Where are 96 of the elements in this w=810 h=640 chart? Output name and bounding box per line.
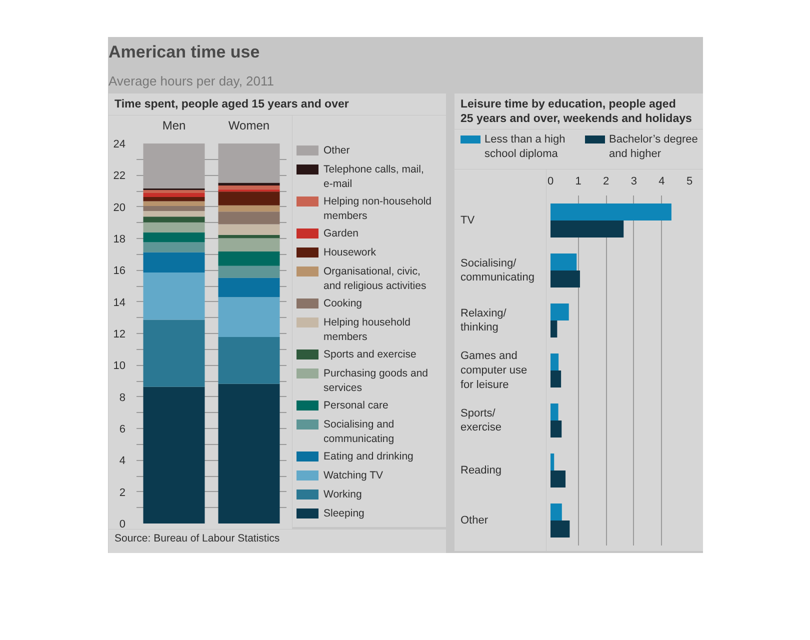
y-tick-label: Games and computer use for leisure: [460, 350, 528, 391]
x-tick-label: 1: [575, 176, 582, 188]
bar: [143, 210, 205, 217]
legend-label: Socialising and communicating: [324, 418, 394, 445]
bar: [218, 182, 280, 186]
bar: [550, 220, 624, 238]
y-tick-label: 2: [119, 486, 126, 499]
y-tick-label: 4: [119, 455, 126, 468]
bar: [143, 197, 205, 202]
legend-label: Other: [324, 144, 350, 156]
x-tick-label: 5: [686, 176, 693, 188]
chart-title: Leisure time by education, people aged 25 years and over, weekends and holidays: [460, 98, 692, 125]
y-tick-label: Relaxing/ thinking: [460, 307, 508, 334]
legend-label: Helping non-household members: [324, 196, 432, 222]
y-tick-label: 16: [113, 265, 126, 278]
y-tick-label: TV: [460, 214, 476, 226]
bar: [143, 206, 205, 211]
bar: [218, 212, 280, 224]
bar: [550, 470, 566, 488]
bar: [218, 238, 280, 252]
bar: [218, 297, 280, 337]
legend-label: Bachelor’s degree and higher: [609, 134, 698, 160]
legend-label: Organisational, civic, and religious activities: [324, 266, 426, 292]
legend-label: Garden: [324, 228, 359, 240]
x-tick-label: 2: [603, 176, 610, 188]
bar: [218, 278, 280, 298]
bar: [550, 254, 577, 270]
bar: [218, 205, 280, 212]
x-tick-label: Women: [228, 118, 270, 132]
bar: [143, 320, 205, 387]
bar: [550, 304, 569, 320]
y-tick-label: 6: [119, 424, 126, 436]
legend-label: Housework: [324, 246, 377, 258]
y-tick-label: Reading: [460, 464, 502, 476]
bar: [218, 384, 280, 524]
y-tick-label: 10: [113, 360, 126, 372]
legend-label: Telephone calls, mail, e-mail: [324, 164, 424, 190]
bar: [218, 266, 280, 278]
y-tick-label: 0: [119, 518, 126, 530]
text: Average hours per day, 2011: [108, 74, 274, 88]
bar: [550, 354, 559, 370]
y-tick-label: 18: [113, 234, 126, 246]
y-tick-label: Other: [460, 514, 488, 526]
bar: [143, 272, 205, 320]
x-tick-label: 0: [547, 176, 554, 188]
bar: [143, 190, 205, 194]
bar: [550, 420, 562, 438]
bar: [218, 234, 280, 238]
y-tick-label: 24: [113, 138, 126, 150]
bar: [218, 224, 280, 235]
bar: [143, 193, 205, 198]
bar: [143, 216, 205, 222]
chart-title: Time spent, people aged 15 years and over: [114, 98, 350, 110]
y-tick-label: 20: [113, 202, 126, 214]
legend-label: Working: [324, 488, 362, 500]
x-tick-label: 3: [630, 176, 637, 188]
bar: [550, 404, 558, 420]
bar: [218, 336, 280, 384]
bar: [143, 242, 205, 252]
legend-label: Personal care: [324, 400, 388, 412]
bar: [550, 320, 558, 338]
source-note: Source: Bureau of Labour Statistics: [114, 532, 280, 544]
legend-label: Sports and exercise: [324, 348, 416, 360]
bar: [218, 144, 280, 183]
text: American time use: [108, 42, 260, 62]
y-tick-label: 22: [113, 170, 126, 182]
bar: [143, 252, 205, 273]
bar: [143, 144, 205, 188]
y-tick-label: 14: [113, 296, 126, 309]
y-tick-label: 8: [119, 392, 126, 404]
y-tick-label: Socialising/ communicating: [460, 257, 534, 284]
y-tick-label: 12: [113, 328, 126, 340]
legend-label: Cooking: [324, 298, 362, 310]
legend-label: Sleeping: [324, 508, 365, 520]
legend-label: Watching TV: [324, 470, 384, 482]
bar: [218, 251, 280, 266]
legend-label: Purchasing goods and services: [324, 368, 428, 394]
bar: [143, 222, 205, 232]
bar: [218, 185, 280, 190]
bar: [143, 386, 205, 524]
bar: [550, 270, 580, 288]
bar: [550, 370, 562, 388]
bar: [550, 504, 562, 520]
y-tick-label: Sports/ exercise: [460, 407, 502, 434]
bar: [550, 204, 672, 220]
legend-label: Helping household members: [324, 316, 411, 343]
x-tick-label: Men: [162, 118, 186, 132]
legend-label: Less than a high school diploma: [484, 134, 566, 160]
bar: [550, 520, 570, 538]
bar: [550, 454, 554, 470]
bar: [143, 201, 205, 206]
bar: [218, 189, 280, 192]
bar: [143, 232, 205, 242]
legend-label: Eating and drinking: [324, 450, 414, 462]
x-tick-label: 4: [658, 176, 665, 188]
bar: [218, 192, 280, 206]
